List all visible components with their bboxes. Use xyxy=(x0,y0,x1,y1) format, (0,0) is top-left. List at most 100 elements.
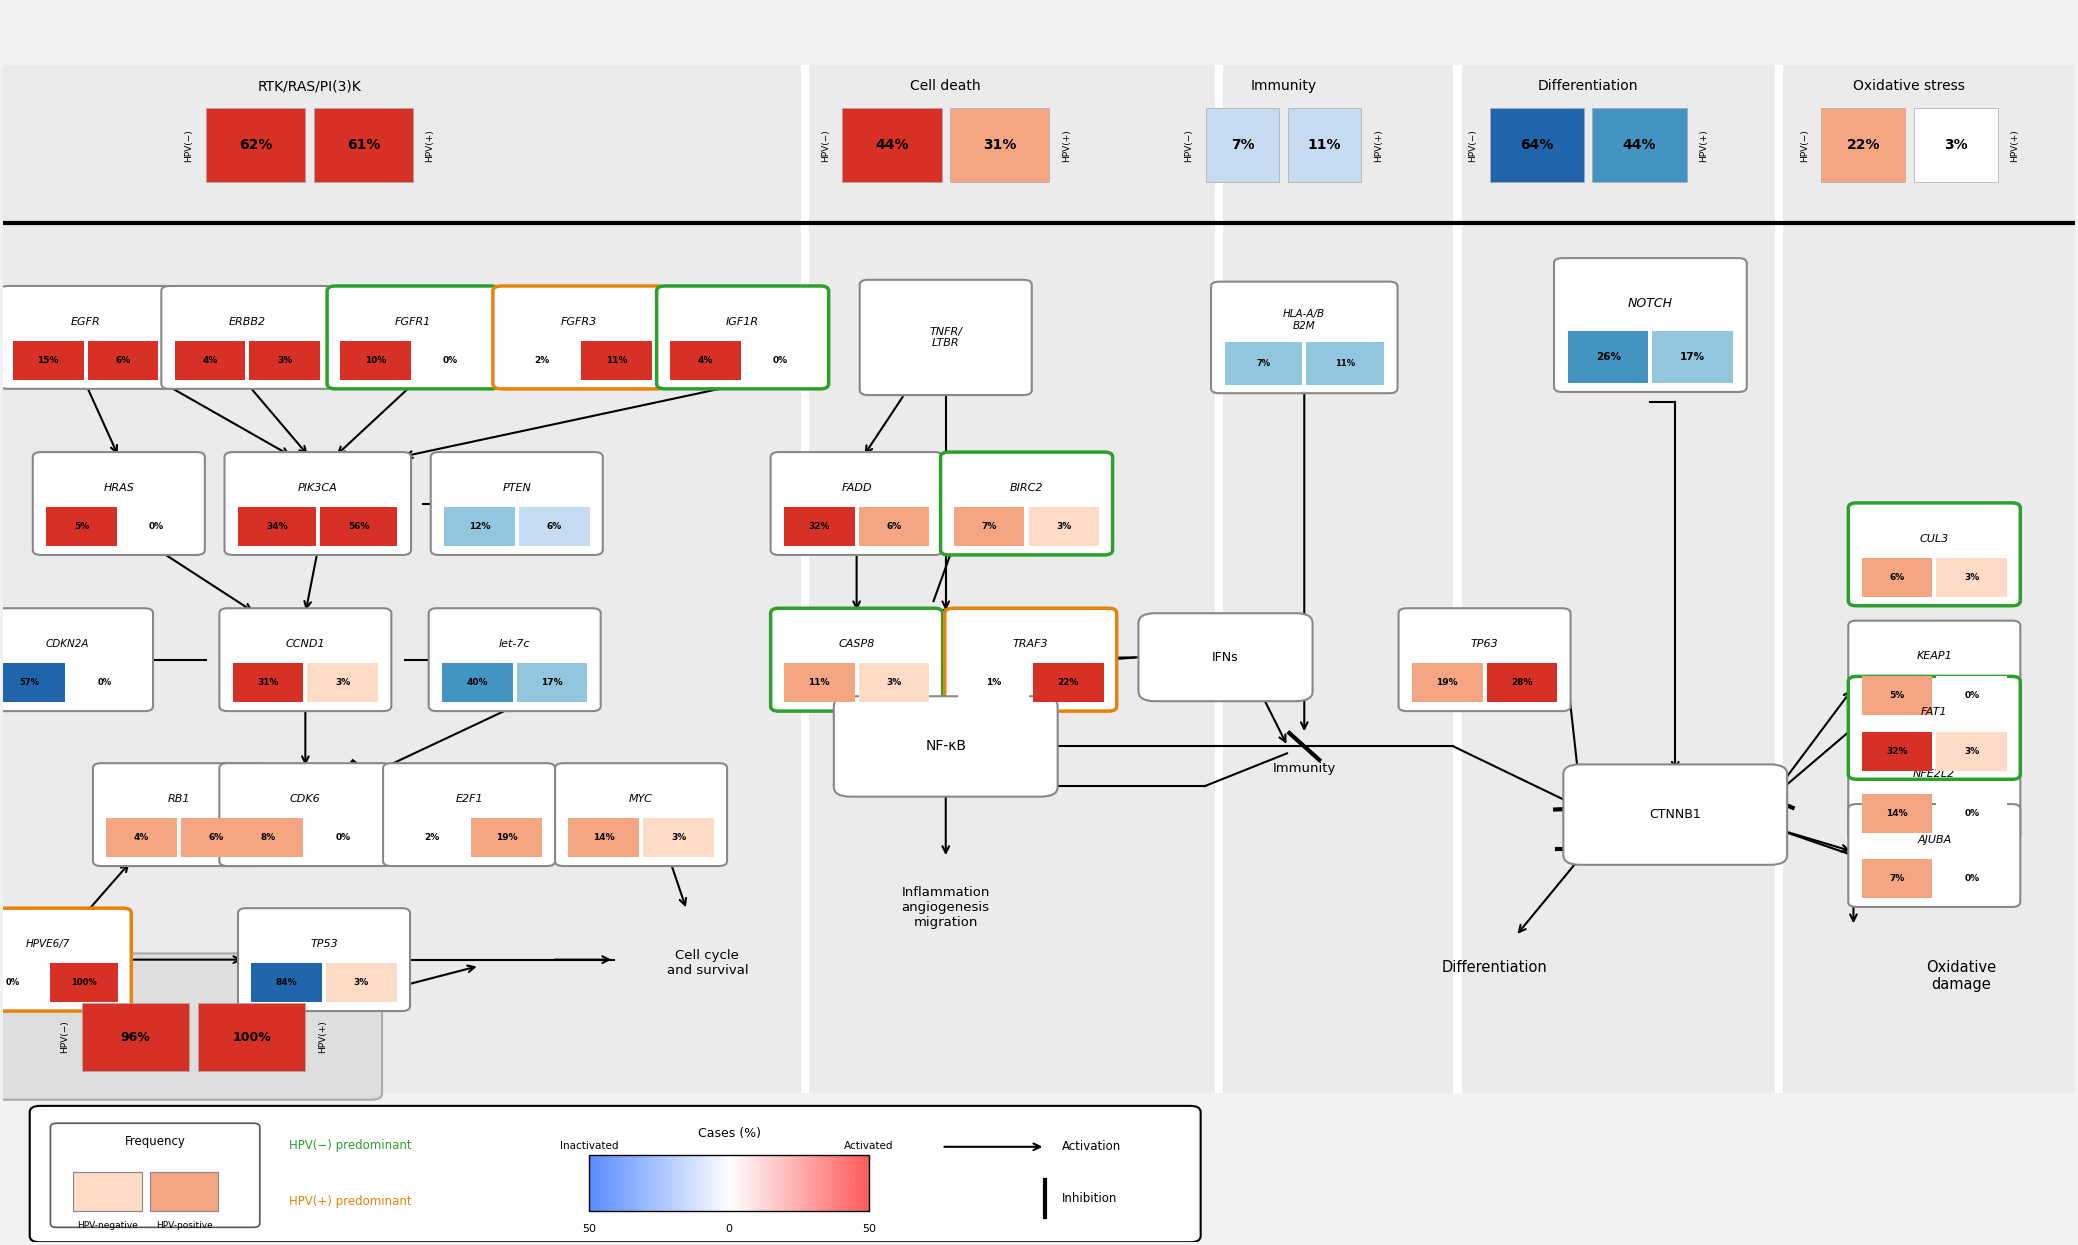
Text: 0%: 0% xyxy=(1964,874,1978,883)
Text: 3%: 3% xyxy=(335,679,351,687)
Text: 3%: 3% xyxy=(671,833,686,843)
Bar xyxy=(1569,331,1648,383)
Bar xyxy=(1820,108,1906,183)
Text: 32%: 32% xyxy=(808,522,829,532)
Text: CTNNB1: CTNNB1 xyxy=(1650,808,1702,822)
FancyBboxPatch shape xyxy=(1554,258,1748,392)
Bar xyxy=(87,341,158,380)
Bar xyxy=(644,818,715,858)
Bar xyxy=(1224,342,1303,385)
Bar xyxy=(858,664,929,702)
Bar xyxy=(744,341,815,380)
Bar xyxy=(445,507,515,547)
Bar xyxy=(73,1172,141,1211)
Bar xyxy=(181,818,251,858)
Bar xyxy=(1205,108,1280,183)
Text: 11%: 11% xyxy=(605,356,628,365)
Bar xyxy=(1307,342,1384,385)
Text: NFE2L2: NFE2L2 xyxy=(1914,769,1955,779)
Text: EGFR: EGFR xyxy=(71,316,100,326)
Text: HPV(−): HPV(−) xyxy=(1469,129,1477,162)
Bar xyxy=(507,341,578,380)
Text: 4%: 4% xyxy=(133,833,150,843)
FancyBboxPatch shape xyxy=(0,286,172,388)
FancyBboxPatch shape xyxy=(220,763,391,867)
FancyBboxPatch shape xyxy=(382,763,555,867)
Bar xyxy=(1937,676,2007,715)
Text: HPV(−) predominant: HPV(−) predominant xyxy=(289,1139,411,1152)
Text: 6%: 6% xyxy=(887,522,902,532)
Bar xyxy=(1775,65,1783,1093)
FancyBboxPatch shape xyxy=(1847,621,2020,723)
Text: 7%: 7% xyxy=(1230,138,1255,152)
FancyBboxPatch shape xyxy=(1398,609,1571,711)
Bar xyxy=(0,964,46,1002)
Text: 100%: 100% xyxy=(233,1031,270,1043)
Text: 0%: 0% xyxy=(443,356,457,365)
Text: 3%: 3% xyxy=(1056,522,1072,532)
Text: 6%: 6% xyxy=(547,522,561,532)
FancyBboxPatch shape xyxy=(33,452,206,555)
Text: HPV(+): HPV(+) xyxy=(2009,129,2020,162)
Bar xyxy=(233,664,303,702)
Text: FGFR3: FGFR3 xyxy=(561,316,596,326)
Text: 6%: 6% xyxy=(208,833,224,843)
Bar xyxy=(314,108,414,183)
Text: 28%: 28% xyxy=(1511,679,1534,687)
Text: 34%: 34% xyxy=(266,522,289,532)
FancyBboxPatch shape xyxy=(162,286,332,388)
FancyBboxPatch shape xyxy=(224,452,411,555)
FancyBboxPatch shape xyxy=(428,609,601,711)
Text: Differentiation: Differentiation xyxy=(1538,80,1637,93)
Bar xyxy=(1937,859,2007,899)
Bar xyxy=(251,964,322,1002)
FancyBboxPatch shape xyxy=(833,696,1058,797)
Text: let-7c: let-7c xyxy=(499,639,530,649)
Text: KEAP1: KEAP1 xyxy=(1916,651,1951,661)
Text: 61%: 61% xyxy=(347,138,380,152)
Text: 14%: 14% xyxy=(592,833,615,843)
Bar xyxy=(1914,108,1997,183)
Text: 0%: 0% xyxy=(335,833,351,843)
Text: HLA-A/B
B2M: HLA-A/B B2M xyxy=(1284,309,1326,331)
Text: 100%: 100% xyxy=(71,979,98,987)
Text: 3%: 3% xyxy=(887,679,902,687)
Bar xyxy=(175,341,245,380)
Text: TNFR/
LTBR: TNFR/ LTBR xyxy=(929,326,962,349)
Text: 22%: 22% xyxy=(1058,679,1078,687)
Bar xyxy=(800,65,808,1093)
Text: HPV(−): HPV(−) xyxy=(1184,129,1193,162)
Text: 4%: 4% xyxy=(698,356,713,365)
Text: 50: 50 xyxy=(862,1224,877,1234)
Text: HPV(−): HPV(−) xyxy=(1800,129,1810,162)
FancyBboxPatch shape xyxy=(239,908,409,1011)
Bar xyxy=(842,108,941,183)
FancyBboxPatch shape xyxy=(1847,804,2020,906)
Text: HPV(+): HPV(+) xyxy=(1062,129,1070,162)
Bar xyxy=(958,664,1029,702)
Text: NF-κB: NF-κB xyxy=(925,740,966,753)
Text: Inflammation
angiogenesis
migration: Inflammation angiogenesis migration xyxy=(902,886,989,929)
Text: 26%: 26% xyxy=(1596,352,1621,362)
Text: 56%: 56% xyxy=(347,522,370,532)
Bar xyxy=(1453,65,1461,1093)
Text: TP53: TP53 xyxy=(310,939,339,949)
Text: ERBB2: ERBB2 xyxy=(229,316,266,326)
Bar xyxy=(1216,65,1224,1093)
Text: Oxidative
damage: Oxidative damage xyxy=(1926,960,1997,992)
Bar xyxy=(12,341,83,380)
Bar xyxy=(443,664,513,702)
Text: FGFR1: FGFR1 xyxy=(395,316,432,326)
Bar xyxy=(783,507,854,547)
Text: 12%: 12% xyxy=(468,522,490,532)
Text: NOTCH: NOTCH xyxy=(1627,298,1673,310)
Text: MYC: MYC xyxy=(630,794,652,804)
Bar xyxy=(1937,558,2007,598)
Text: 6%: 6% xyxy=(116,356,131,365)
Text: Cell death: Cell death xyxy=(910,80,981,93)
FancyBboxPatch shape xyxy=(1847,738,2020,842)
Text: CDKN2A: CDKN2A xyxy=(46,639,89,649)
Text: 8%: 8% xyxy=(260,833,276,843)
Text: 3%: 3% xyxy=(1943,138,1968,152)
Bar xyxy=(341,341,411,380)
